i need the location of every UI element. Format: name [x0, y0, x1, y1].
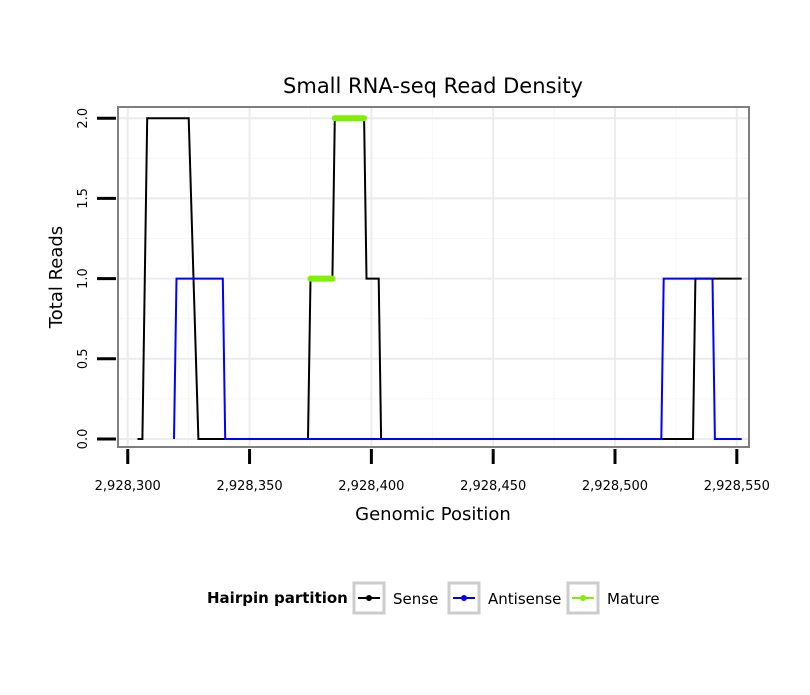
legend-item-sense: Sense [352, 581, 438, 615]
y-tick-label: 0.5 [76, 348, 91, 369]
chart-title: Small RNA-seq Read Density [283, 74, 583, 98]
y-axis-label: Total Reads [46, 226, 67, 329]
legend-item-antisense: Antisense [447, 581, 561, 615]
grid [118, 107, 749, 447]
x-tick-label: 2,928,500 [582, 479, 648, 494]
series-line-antisense [173, 277, 742, 440]
y-tick-label: 1.0 [76, 268, 91, 289]
x-tick-label: 2,928,300 [95, 479, 161, 494]
axes: 2,928,300 2,928,350 2,928,400 2,928,450 2,92… [76, 108, 770, 494]
x-tick-label: 2,928,450 [460, 479, 526, 494]
legend-key-mature-dot [580, 595, 586, 601]
x-tick-label: 2,928,350 [216, 479, 282, 494]
legend-label-mature: Mature [607, 590, 660, 608]
x-tick-label: 2,928,550 [704, 479, 770, 494]
x-axis-label: Genomic Position [355, 504, 511, 525]
series-layer [137, 115, 742, 440]
legend-label-antisense: Antisense [488, 590, 561, 608]
y-tick-label: 1.5 [76, 188, 91, 209]
legend-title: Hairpin partition [207, 589, 348, 607]
plot-panel-border [117, 106, 750, 448]
legend-key-antisense-dot [461, 595, 467, 601]
legend-key-sense-dot [366, 595, 372, 601]
y-tick-label: 0.0 [76, 429, 91, 450]
legend-item-mature: Mature [566, 581, 660, 615]
y-tick-label: 2.0 [76, 108, 91, 129]
legend-label-sense: Sense [393, 590, 438, 608]
x-tick-label: 2,928,400 [338, 479, 404, 494]
legend: Hairpin partition Sense Antisense Mature [207, 581, 660, 615]
